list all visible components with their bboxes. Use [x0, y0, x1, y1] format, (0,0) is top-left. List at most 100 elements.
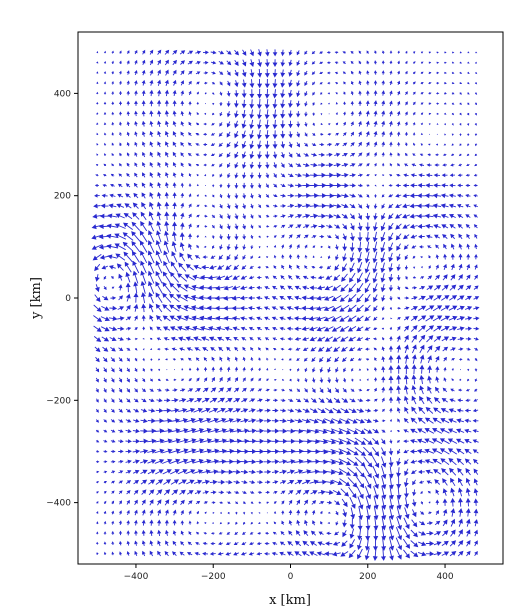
arrow — [266, 255, 269, 259]
arrow — [171, 241, 177, 252]
arrow — [441, 173, 448, 178]
arrow — [473, 183, 478, 187]
arrow — [354, 456, 366, 467]
arrow — [309, 418, 319, 424]
arrow — [372, 283, 378, 293]
arrow — [103, 153, 107, 156]
arrow — [322, 439, 337, 445]
arrow — [388, 263, 394, 273]
arrow — [411, 334, 418, 343]
arrow — [271, 469, 280, 475]
arrow — [226, 80, 231, 87]
arrow — [126, 121, 130, 126]
arrow — [294, 203, 303, 209]
arrow — [411, 509, 417, 518]
arrow — [427, 153, 431, 157]
arrow — [272, 337, 277, 341]
arrow — [279, 551, 286, 556]
arrow — [332, 284, 341, 291]
arrow — [96, 510, 99, 515]
arrow — [473, 458, 479, 465]
arrow — [169, 282, 180, 293]
arrow — [342, 387, 347, 393]
arrow — [212, 511, 215, 515]
arrow — [428, 61, 432, 64]
arrow — [134, 131, 138, 137]
arrow — [327, 142, 333, 147]
arrow — [125, 326, 132, 331]
arrow — [356, 408, 365, 413]
arrow — [96, 501, 99, 504]
arrow — [354, 437, 366, 445]
arrow — [164, 69, 169, 76]
arrow — [373, 294, 378, 303]
arrow — [281, 520, 285, 525]
x-tick-label: 0 — [288, 572, 294, 582]
arrow — [428, 255, 431, 259]
arrow — [326, 356, 332, 363]
arrow — [381, 162, 385, 167]
arrow — [140, 250, 148, 264]
arrow — [258, 367, 261, 371]
arrow — [309, 326, 318, 332]
arrow — [374, 357, 377, 362]
arrow — [271, 316, 278, 321]
arrow — [441, 183, 449, 188]
arrow — [280, 203, 287, 208]
arrow — [256, 469, 264, 475]
arrow — [140, 280, 146, 294]
arrow — [459, 51, 462, 54]
arrow — [211, 163, 215, 167]
arrow — [389, 439, 393, 444]
arrow — [435, 254, 440, 260]
arrow — [250, 512, 253, 515]
arrow — [434, 345, 441, 353]
arrow — [308, 316, 318, 322]
arrow — [403, 354, 409, 364]
arrow — [333, 162, 341, 168]
arrow — [118, 429, 124, 433]
arrow — [184, 438, 197, 444]
arrow — [257, 130, 262, 140]
arrow — [324, 418, 335, 424]
arrow — [141, 131, 146, 137]
arrow — [264, 140, 270, 150]
arrow — [365, 90, 370, 96]
arrow — [418, 325, 426, 333]
arrow — [389, 326, 393, 330]
arrow — [365, 347, 370, 351]
arrow — [432, 315, 443, 322]
arrow — [389, 296, 393, 301]
arrow — [196, 531, 200, 535]
arrow — [273, 194, 278, 198]
arrow — [334, 71, 339, 75]
arrow — [103, 541, 107, 545]
arrow — [165, 151, 169, 158]
arrow — [96, 552, 99, 555]
arrow — [257, 480, 263, 485]
arrow — [373, 347, 377, 351]
arrow — [287, 408, 295, 413]
arrow — [341, 498, 348, 508]
arrow — [126, 172, 130, 177]
arrow — [342, 61, 347, 65]
arrow — [164, 499, 170, 506]
arrow — [343, 101, 346, 106]
arrow — [226, 233, 231, 241]
arrow — [330, 438, 344, 445]
arrow — [264, 109, 270, 120]
arrow — [458, 477, 463, 487]
arrow — [339, 304, 350, 312]
arrow — [157, 69, 162, 76]
arrow — [272, 69, 278, 78]
arrow — [348, 347, 356, 352]
arrow — [466, 358, 471, 361]
arrow — [459, 71, 463, 74]
arrow — [397, 418, 401, 423]
arrow — [211, 501, 216, 505]
arrow — [250, 234, 254, 240]
arrow — [170, 469, 180, 475]
arrow — [309, 203, 319, 209]
arrow — [187, 142, 192, 147]
arrow — [349, 262, 355, 273]
